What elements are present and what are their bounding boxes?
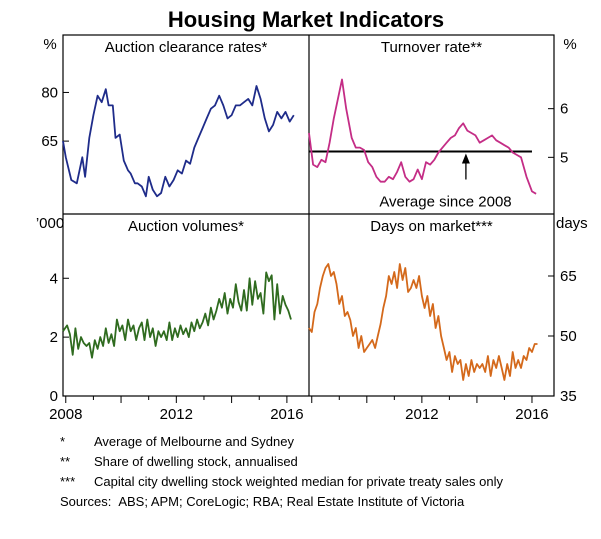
series-line [308, 78, 537, 195]
series-line [308, 263, 538, 381]
x-tick-label: 2012 [160, 406, 193, 423]
y-tick-label: 50 [560, 328, 577, 345]
footnote-marker: * [60, 434, 66, 449]
footnote-marker: *** [60, 474, 76, 489]
panel-4: Days on market*** days 35 50 65 [308, 215, 588, 405]
y-tick-label: 65 [560, 268, 577, 285]
chart-title: Housing Market Indicators [168, 7, 444, 32]
y-unit-label: days [556, 215, 588, 232]
footnote-1: * Average of Melbourne and Sydney [60, 432, 503, 452]
footnotes: * Average of Melbourne and Sydney ** Sha… [60, 432, 503, 512]
sources-text: ABS; APM; CoreLogic; RBA; Real Estate In… [118, 494, 465, 509]
panel-1: Auction clearance rates*% 65 80 [41, 36, 295, 198]
footnote-text: Average of Melbourne and Sydney [94, 434, 294, 449]
footnote-text: Share of dwelling stock, annualised [94, 454, 298, 469]
footnote-marker: ** [60, 454, 71, 469]
x-tick-label: 2016 [270, 406, 303, 423]
y-unit-label: % [43, 36, 56, 53]
y-unit-label: ’000 [36, 215, 64, 232]
panel-title: Days on market*** [370, 218, 493, 235]
panel-3: Auction volumes* ’000 0 2 4 [36, 215, 292, 405]
footnote-2: ** Share of dwelling stock, annualised [60, 452, 503, 472]
y-tick-label: 35 [560, 388, 577, 405]
y-tick-label: 80 [41, 84, 58, 101]
y-tick-label: 6 [560, 101, 568, 118]
x-tick-label: 2016 [515, 406, 548, 423]
y-unit-label: % [563, 36, 576, 53]
panel-2: Turnover rate** % 5 6 Average since 2008 [308, 36, 577, 210]
panel-title: Turnover rate** [381, 39, 482, 56]
footnote-text: Capital city dwelling stock weighted med… [94, 474, 503, 489]
sources-note: Sources: ABS; APM; CoreLogic; RBA; Real … [60, 492, 503, 512]
series-line [62, 271, 292, 359]
y-tick-label: 5 [560, 149, 568, 166]
average-label: Average since 2008 [379, 193, 511, 210]
y-tick-label: 2 [50, 329, 58, 346]
x-tick-label: 2008 [49, 406, 82, 423]
panel-title: Auction clearance rates* [105, 39, 268, 56]
series-line [62, 85, 295, 198]
y-tick-label: 4 [50, 270, 58, 287]
footnote-3: *** Capital city dwelling stock weighted… [60, 472, 503, 492]
average-arrow-head [461, 153, 470, 164]
y-tick-label: 0 [50, 388, 58, 405]
sources-label: Sources: [60, 494, 112, 509]
y-tick-label: 65 [41, 133, 58, 150]
panel-title: Auction volumes* [128, 218, 244, 235]
x-tick-label: 2012 [405, 406, 438, 423]
